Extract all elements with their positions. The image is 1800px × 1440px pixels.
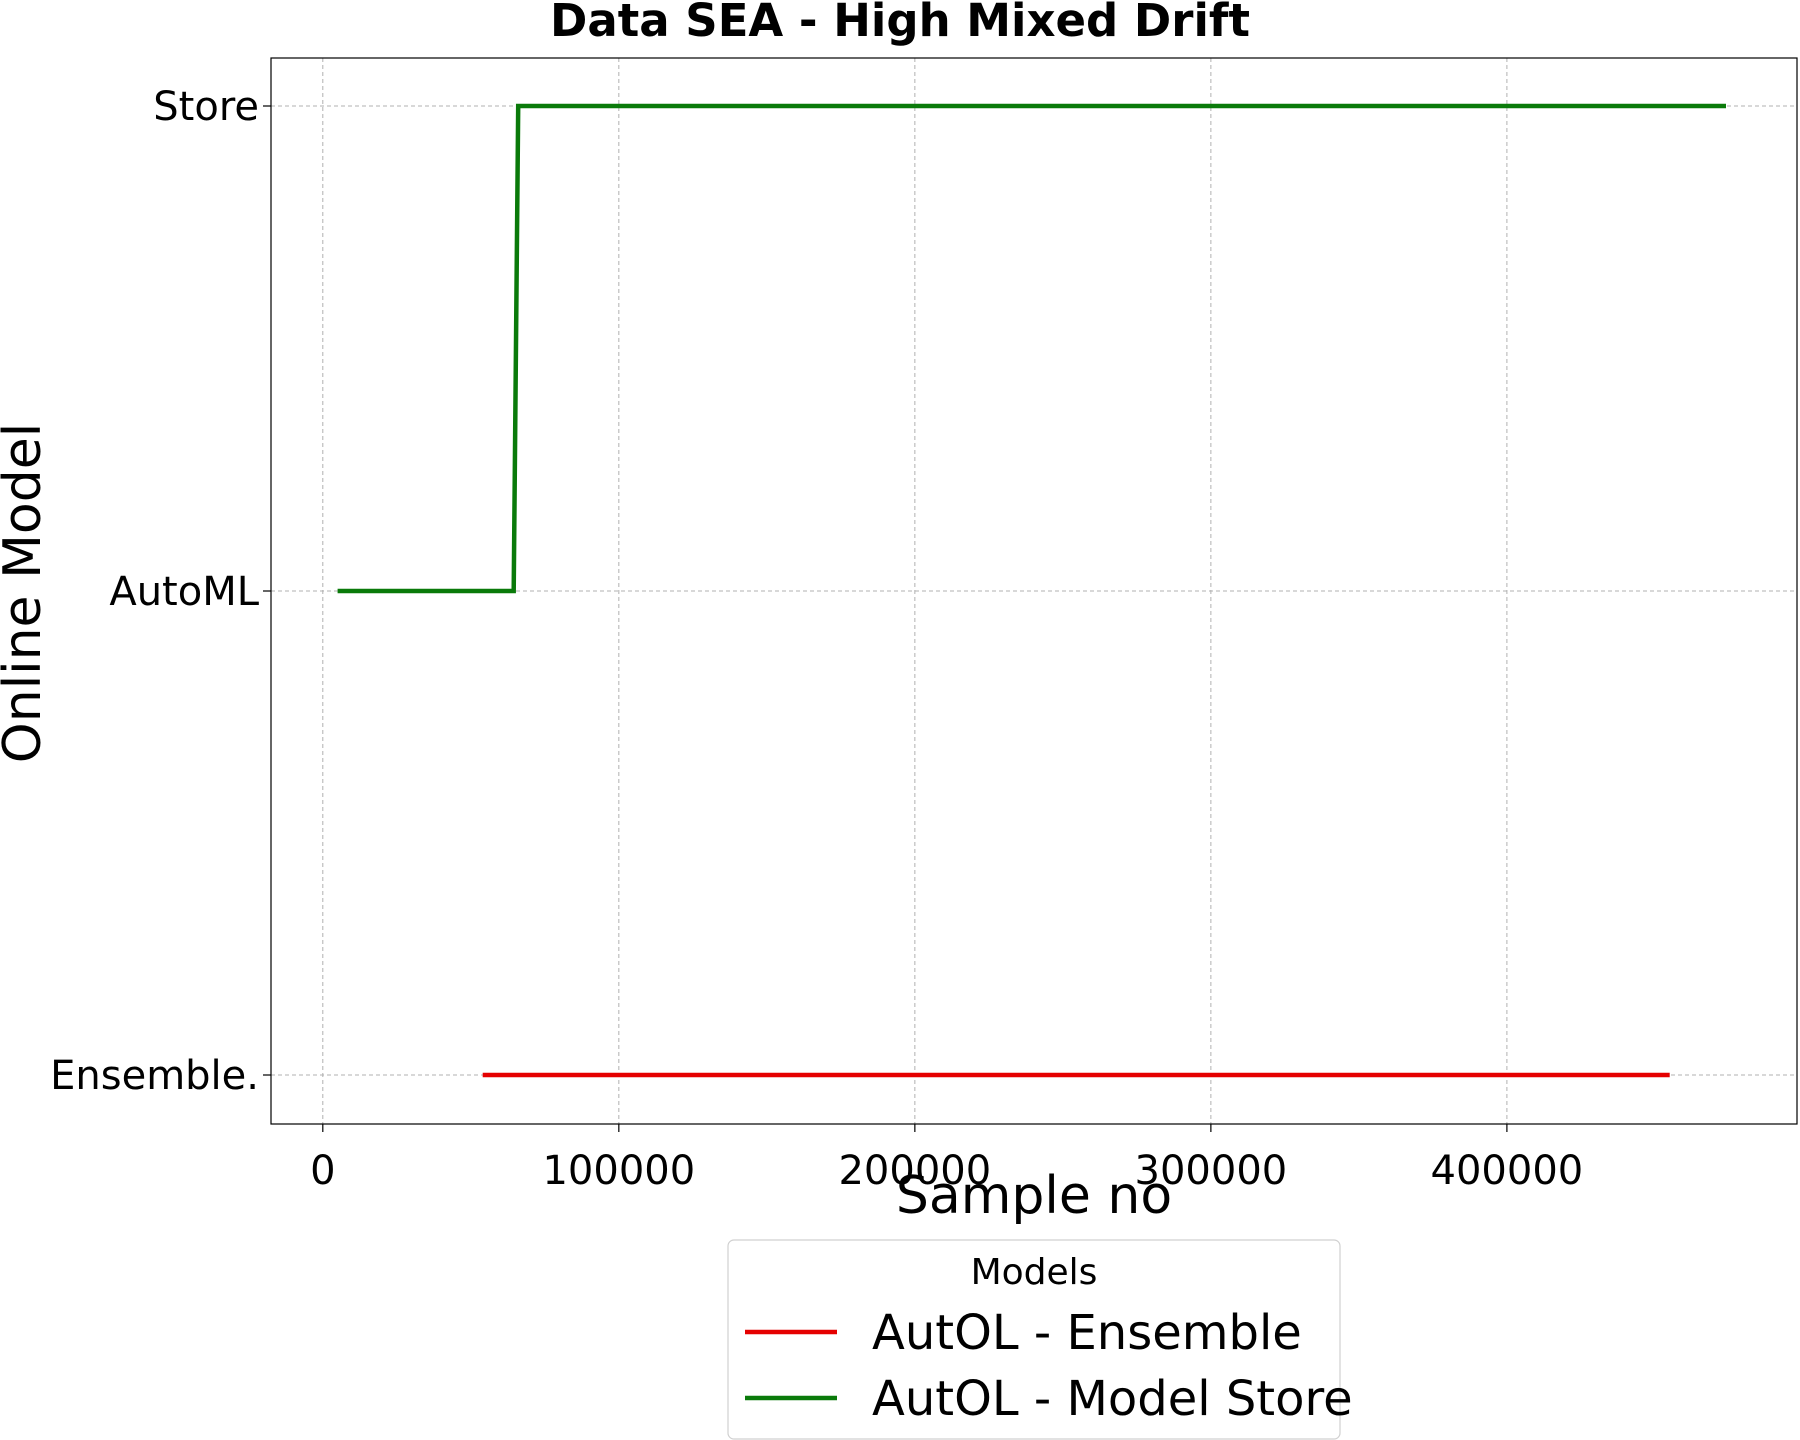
axis-ticks: 0 100000 200000 300000 400000 Ensemble. AutoML… [50,84,1583,1194]
plot-series [337,103,1726,1078]
legend-box [727,1239,1341,1440]
y-tick-label: Store [153,84,259,130]
y-tick-label: Ensemble. [50,1053,259,1099]
legend-label: AutOL - Model Store [872,1371,1353,1427]
legend: Models AutOL - Ensemble AutOL - Model Sto… [727,1239,1353,1440]
x-tick-label: 0 [310,1148,335,1194]
x-tick-label: 100000 [542,1148,695,1194]
y-axis-label: Online Model [0,423,53,763]
x-tick-label: 200000 [838,1148,991,1194]
series-line [337,103,1726,594]
y-tick-label: AutoML [109,569,259,615]
legend-label: AutOL - Ensemble [872,1305,1302,1361]
legend-title: Models [971,1252,1098,1293]
chart-title: Data SEA - High Mixed Drift [550,0,1250,47]
x-tick-label: 300000 [1135,1148,1288,1194]
legend-entries: AutOL - Ensemble AutOL - Model Store [745,1305,1353,1427]
x-axis-label: Sample no [896,1166,1172,1226]
x-tick-label: 400000 [1431,1148,1584,1194]
